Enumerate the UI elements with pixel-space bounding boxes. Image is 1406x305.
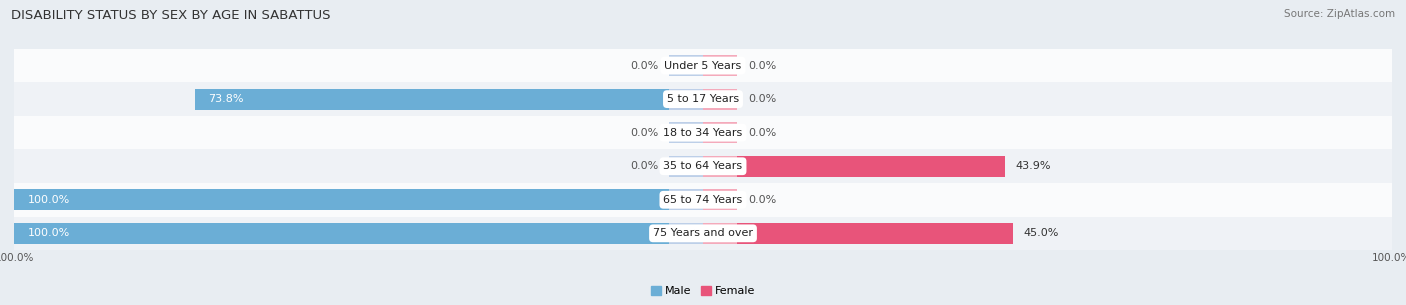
Bar <box>669 55 703 76</box>
Text: 35 to 64 Years: 35 to 64 Years <box>664 161 742 171</box>
Text: DISABILITY STATUS BY SEX BY AGE IN SABATTUS: DISABILITY STATUS BY SEX BY AGE IN SABAT… <box>11 9 330 22</box>
Text: 75 Years and over: 75 Years and over <box>652 228 754 238</box>
Bar <box>669 122 703 143</box>
Text: 43.9%: 43.9% <box>1015 161 1052 171</box>
Text: 0.0%: 0.0% <box>748 195 776 205</box>
Bar <box>14 183 1392 217</box>
Text: 0.0%: 0.0% <box>630 161 658 171</box>
Bar <box>194 89 703 109</box>
Text: 0.0%: 0.0% <box>748 128 776 138</box>
Bar <box>14 217 1392 250</box>
Bar <box>703 189 738 210</box>
Text: 0.0%: 0.0% <box>630 128 658 138</box>
Bar <box>703 55 738 76</box>
Text: 73.8%: 73.8% <box>208 94 243 104</box>
Bar <box>669 156 703 177</box>
Text: 0.0%: 0.0% <box>748 61 776 70</box>
Bar <box>669 223 703 244</box>
Text: 0.0%: 0.0% <box>748 94 776 104</box>
Bar <box>703 156 738 177</box>
Text: 45.0%: 45.0% <box>1024 228 1059 238</box>
Bar <box>703 223 1012 244</box>
Legend: Male, Female: Male, Female <box>647 282 759 301</box>
Bar <box>14 49 1392 82</box>
Bar <box>703 89 738 109</box>
Text: 100.0%: 100.0% <box>28 228 70 238</box>
Bar <box>14 189 703 210</box>
Bar <box>703 156 1005 177</box>
Bar <box>14 223 703 244</box>
Bar <box>669 189 703 210</box>
Bar <box>14 149 1392 183</box>
Text: Under 5 Years: Under 5 Years <box>665 61 741 70</box>
Bar <box>703 223 738 244</box>
Text: Source: ZipAtlas.com: Source: ZipAtlas.com <box>1284 9 1395 19</box>
Text: 0.0%: 0.0% <box>630 61 658 70</box>
Text: 100.0%: 100.0% <box>28 195 70 205</box>
Bar <box>669 89 703 109</box>
Bar <box>14 82 1392 116</box>
Bar <box>14 116 1392 149</box>
Text: 65 to 74 Years: 65 to 74 Years <box>664 195 742 205</box>
Text: 18 to 34 Years: 18 to 34 Years <box>664 128 742 138</box>
Text: 5 to 17 Years: 5 to 17 Years <box>666 94 740 104</box>
Bar <box>703 122 738 143</box>
